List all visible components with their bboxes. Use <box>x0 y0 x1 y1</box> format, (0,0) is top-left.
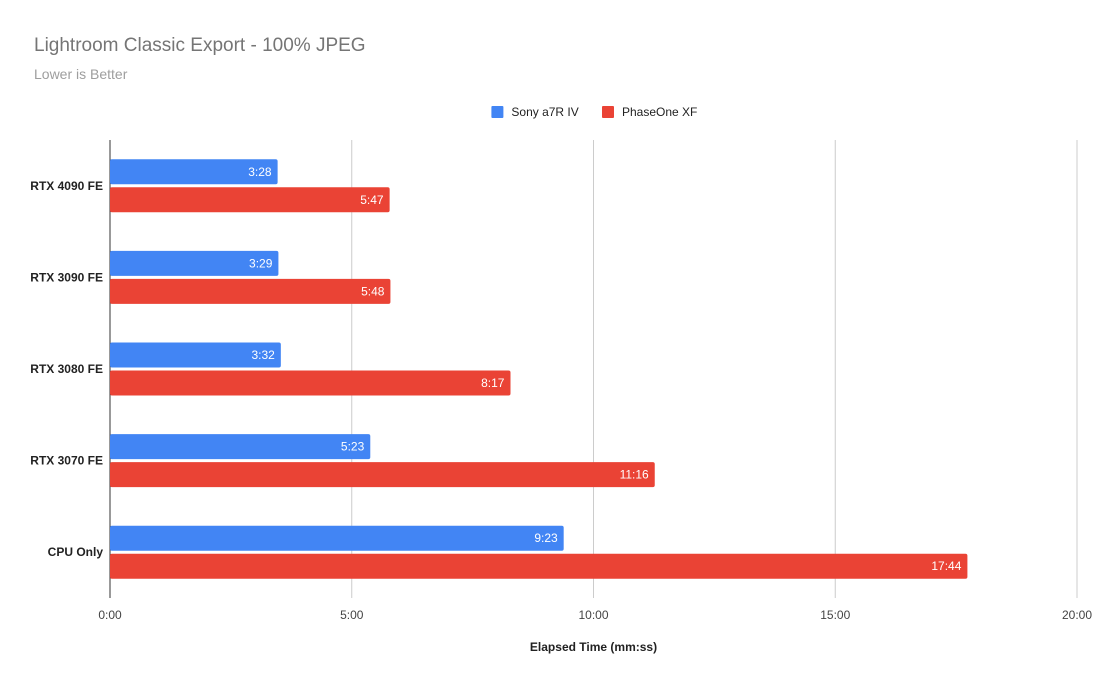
bar <box>110 434 371 460</box>
x-tick-label: 0:00 <box>98 608 122 622</box>
x-tick-label: 5:00 <box>340 608 364 622</box>
category-label: RTX 3090 FE <box>30 270 103 284</box>
legend-swatch <box>602 106 614 118</box>
data-label: 5:23 <box>341 440 365 454</box>
data-label: 5:47 <box>360 193 384 207</box>
category-label: CPU Only <box>48 545 104 559</box>
bar <box>110 159 278 185</box>
chart-title: Lightroom Classic Export - 100% JPEG <box>34 35 366 56</box>
data-label: 3:29 <box>249 256 273 270</box>
data-label: 11:16 <box>620 468 649 482</box>
bar <box>110 187 390 213</box>
x-tick-label: 10:00 <box>578 608 608 622</box>
bar <box>110 278 391 304</box>
data-label: 8:17 <box>481 376 505 390</box>
bar <box>110 342 281 368</box>
data-label: 9:23 <box>534 531 558 545</box>
legend-label: Sony a7R IV <box>511 105 578 119</box>
data-label: 3:28 <box>248 165 272 179</box>
category-label: RTX 3070 FE <box>30 454 103 468</box>
x-tick-label: 15:00 <box>820 608 850 622</box>
x-tick-label: 20:00 <box>1062 608 1092 622</box>
data-label: 17:44 <box>931 559 961 573</box>
bar <box>110 370 511 396</box>
category-label: RTX 3080 FE <box>30 362 103 376</box>
bar <box>110 525 564 551</box>
category-label: RTX 4090 FE <box>30 179 103 193</box>
chart-subtitle: Lower is Better <box>34 66 128 82</box>
bar <box>110 462 655 488</box>
bar <box>110 553 968 579</box>
legend-swatch <box>491 106 504 118</box>
bar <box>110 250 279 276</box>
legend-label: PhaseOne XF <box>622 105 697 119</box>
data-label: 5:48 <box>361 284 385 298</box>
data-label: 3:32 <box>251 348 275 362</box>
x-axis-title: Elapsed Time (mm:ss) <box>530 640 657 654</box>
